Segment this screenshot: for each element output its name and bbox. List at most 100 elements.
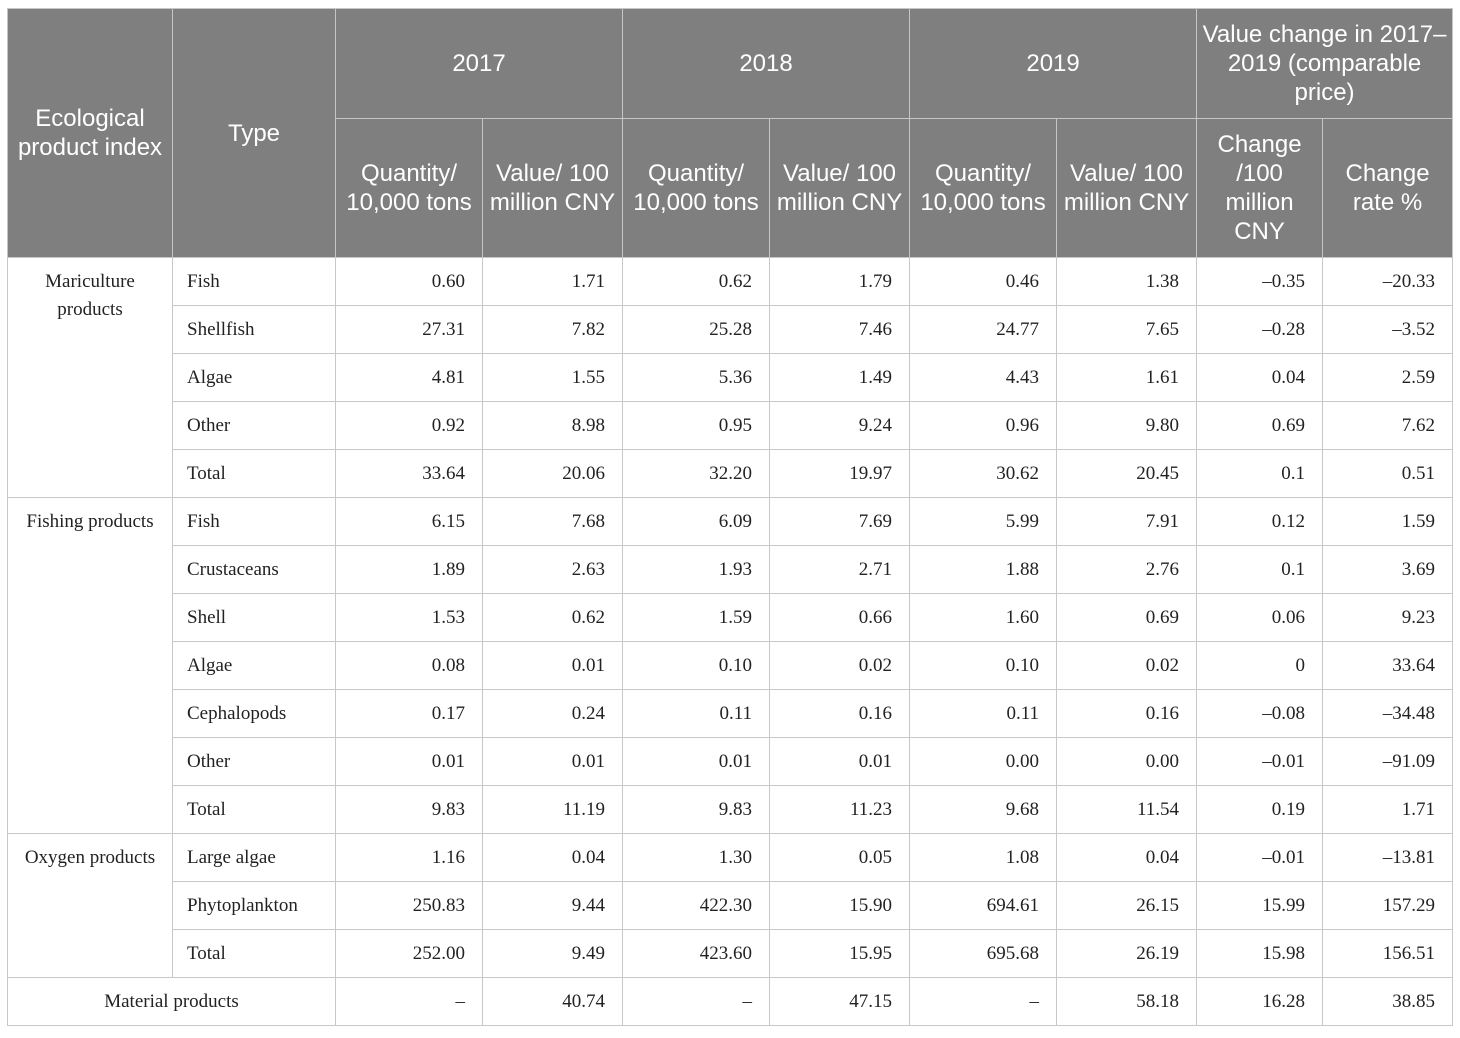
- header-change-rate: Change rate %: [1322, 118, 1454, 258]
- value-cell: 0.96: [909, 401, 1058, 450]
- type-cell: Algae: [172, 353, 336, 402]
- value-cell: 1.38: [1056, 257, 1198, 306]
- value-cell: 0.11: [909, 689, 1058, 738]
- value-cell: 5.99: [909, 497, 1058, 546]
- type-cell: Total: [172, 449, 336, 498]
- value-cell: 0.10: [909, 641, 1058, 690]
- value-cell: 19.97: [769, 449, 911, 498]
- value-cell: 7.69: [769, 497, 911, 546]
- value-cell: 1.71: [481, 257, 624, 306]
- value-cell: 7.46: [769, 305, 911, 354]
- value-cell: 0.12: [1196, 497, 1324, 546]
- value-cell: –91.09: [1322, 737, 1454, 786]
- value-cell: 1.53: [335, 593, 483, 642]
- value-cell: 422.30: [622, 881, 771, 930]
- value-cell: 4.43: [909, 353, 1058, 402]
- header-change: Change /100 million CNY: [1196, 118, 1324, 258]
- value-cell: 0.01: [335, 737, 483, 786]
- value-cell: 1.59: [1322, 497, 1454, 546]
- value-cell: 15.99: [1196, 881, 1324, 930]
- value-cell: 0.04: [1056, 833, 1198, 882]
- header-ecological-product-index: Ecological product index: [7, 8, 173, 258]
- value-cell: 58.18: [1056, 977, 1198, 1026]
- value-cell: 0.69: [1196, 401, 1324, 450]
- type-cell: Fish: [172, 257, 336, 306]
- type-cell: Algae: [172, 641, 336, 690]
- value-cell: 0.05: [769, 833, 911, 882]
- value-cell: 250.83: [335, 881, 483, 930]
- value-cell: 6.09: [622, 497, 771, 546]
- value-cell: 157.29: [1322, 881, 1454, 930]
- value-cell: 0.60: [335, 257, 483, 306]
- value-cell: 9.23: [1322, 593, 1454, 642]
- value-cell: 9.24: [769, 401, 911, 450]
- value-cell: –3.52: [1322, 305, 1454, 354]
- value-cell: 11.54: [1056, 785, 1198, 834]
- value-cell: 11.19: [481, 785, 624, 834]
- ecological-products-table: Ecological product index Type 2017 2018 …: [7, 8, 1454, 1026]
- value-cell: –0.01: [1196, 737, 1324, 786]
- value-cell: 20.45: [1056, 449, 1198, 498]
- type-cell: Fish: [172, 497, 336, 546]
- value-cell: 0.69: [1056, 593, 1198, 642]
- value-cell: 33.64: [1322, 641, 1454, 690]
- table-body: Mariculture products Fish 0.60 1.71 0.62 1.79…: [7, 257, 1454, 1026]
- value-cell: 0.17: [335, 689, 483, 738]
- value-cell: 1.08: [909, 833, 1058, 882]
- table-row: Total 252.00 9.49 423.60 15.95 695.68 26.19 15.…: [8, 929, 1454, 978]
- value-cell: –0.28: [1196, 305, 1324, 354]
- value-cell: 8.98: [481, 401, 624, 450]
- type-cell: Shell: [172, 593, 336, 642]
- value-cell: 695.68: [909, 929, 1058, 978]
- table-row: Shellfish 27.31 7.82 25.28 7.46 24.77 7.65 –0.2…: [8, 305, 1454, 354]
- header-quantity-2019: Quantity/ 10,000 tons: [909, 118, 1058, 258]
- value-cell: 0.06: [1196, 593, 1324, 642]
- value-cell: 2.71: [769, 545, 911, 594]
- value-cell: 1.55: [481, 353, 624, 402]
- type-cell: Other: [172, 737, 336, 786]
- value-cell: 2.59: [1322, 353, 1454, 402]
- table-row: Algae 0.08 0.01 0.10 0.02 0.10 0.02 0 33.64: [8, 641, 1454, 690]
- value-cell: 24.77: [909, 305, 1058, 354]
- header-value-2017: Value/ 100 million CNY: [481, 118, 624, 258]
- type-cell: Large algae: [172, 833, 336, 882]
- value-cell: 9.44: [481, 881, 624, 930]
- value-cell: 0.02: [769, 641, 911, 690]
- value-cell: 0.00: [1056, 737, 1198, 786]
- type-cell: Phytoplankton: [172, 881, 336, 930]
- table-row: Shell 1.53 0.62 1.59 0.66 1.60 0.69 0.06 9.23: [8, 593, 1454, 642]
- group-label: Oxygen products: [7, 833, 173, 978]
- table-header: Ecological product index Type 2017 2018 …: [7, 8, 1454, 258]
- header-year-2018: 2018: [622, 8, 911, 119]
- value-cell: 1.49: [769, 353, 911, 402]
- value-cell: –0.01: [1196, 833, 1324, 882]
- value-cell: 1.88: [909, 545, 1058, 594]
- value-cell: 0.01: [769, 737, 911, 786]
- value-cell: –20.33: [1322, 257, 1454, 306]
- value-cell: –0.35: [1196, 257, 1324, 306]
- value-cell: 1.16: [335, 833, 483, 882]
- value-cell: 0.66: [769, 593, 911, 642]
- value-cell: 1.60: [909, 593, 1058, 642]
- value-cell: 0.46: [909, 257, 1058, 306]
- type-cell: Other: [172, 401, 336, 450]
- value-cell: 0.19: [1196, 785, 1324, 834]
- group-label: Fishing products: [7, 497, 173, 834]
- value-cell: 9.83: [335, 785, 483, 834]
- value-cell: 15.90: [769, 881, 911, 930]
- value-cell: 0: [1196, 641, 1324, 690]
- value-cell: 40.74: [481, 977, 624, 1026]
- table-row: Other 0.01 0.01 0.01 0.01 0.00 0.00 –0.01 –91.09: [8, 737, 1454, 786]
- table-row: Cephalopods 0.17 0.24 0.11 0.16 0.11 0.16 –0.08…: [8, 689, 1454, 738]
- value-cell: 15.98: [1196, 929, 1324, 978]
- value-cell: 26.19: [1056, 929, 1198, 978]
- value-cell: 0.51: [1322, 449, 1454, 498]
- header-year-2019: 2019: [909, 8, 1198, 119]
- value-cell: 5.36: [622, 353, 771, 402]
- header-value-2019: Value/ 100 million CNY: [1056, 118, 1198, 258]
- value-cell: 25.28: [622, 305, 771, 354]
- header-quantity-2017: Quantity/ 10,000 tons: [335, 118, 483, 258]
- value-cell: 0.24: [481, 689, 624, 738]
- value-cell: 0.00: [909, 737, 1058, 786]
- value-cell: 20.06: [481, 449, 624, 498]
